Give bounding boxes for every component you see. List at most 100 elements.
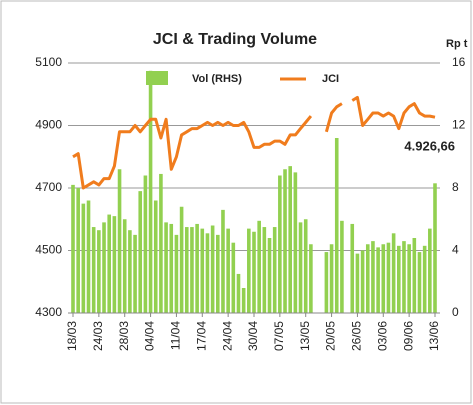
volume-bar xyxy=(107,214,111,313)
volume-bar xyxy=(216,234,220,313)
volume-bar xyxy=(278,175,282,313)
y2-tick-label: 0 xyxy=(452,305,459,319)
volume-bar xyxy=(195,223,199,313)
volume-bar xyxy=(334,138,339,313)
annotation: 4.926,66 xyxy=(404,138,455,153)
volume-bar xyxy=(184,227,189,313)
volume-bar xyxy=(91,227,96,313)
x-tick-label: 03/06 xyxy=(375,321,389,351)
volume-bar xyxy=(159,173,163,313)
volume-bar xyxy=(257,220,261,313)
volume-bar xyxy=(97,230,101,313)
volume-bar xyxy=(153,200,158,313)
volume-bar xyxy=(433,183,437,313)
y-tick-label: 4900 xyxy=(35,118,62,132)
jci-line xyxy=(72,95,436,190)
volume-bar xyxy=(102,222,106,313)
volume-bar xyxy=(179,206,184,313)
x-tick-label: 13/06 xyxy=(427,321,441,351)
x-tick-label: 17/04 xyxy=(194,321,208,351)
volume-bar xyxy=(397,245,401,313)
y-tick-label: 5100 xyxy=(35,55,62,69)
volume-bar xyxy=(412,238,417,313)
volume-bar xyxy=(350,223,355,313)
y-tick-label: 4500 xyxy=(35,243,62,257)
chart-title: JCI & Trading Volume xyxy=(153,31,317,48)
volume-bar xyxy=(81,203,86,313)
volume-bar xyxy=(76,188,80,313)
volume-bar xyxy=(355,253,360,313)
x-tick-label: 07/05 xyxy=(272,321,286,351)
volume-bar xyxy=(262,227,267,313)
volume-bar xyxy=(247,228,251,313)
volume-bar xyxy=(143,175,148,313)
volume-bar xyxy=(241,288,246,313)
y2-tick-label: 16 xyxy=(452,55,466,69)
legend-label: JCI xyxy=(322,73,339,85)
volume-bar xyxy=(200,228,205,313)
volume-bar xyxy=(340,220,344,313)
volume-bar xyxy=(210,225,215,313)
volume-bar xyxy=(236,273,241,313)
volume-bar xyxy=(309,244,313,313)
volume-bar xyxy=(267,238,272,313)
x-tick-label: 30/04 xyxy=(246,321,260,351)
volume-bar xyxy=(422,245,427,313)
volume-bar xyxy=(86,200,91,313)
legend-label: Vol (RHS) xyxy=(192,73,242,85)
volume-bar xyxy=(402,241,406,313)
x-tick-label: 20/05 xyxy=(324,321,338,351)
volume-bar xyxy=(164,222,168,313)
x-tick-label: 28/03 xyxy=(117,321,131,351)
x-tick-label: 11/04 xyxy=(169,321,183,350)
y2-tick-label: 8 xyxy=(452,180,459,194)
volume-bar xyxy=(71,184,75,313)
volume-bar xyxy=(133,234,137,313)
volume-bar xyxy=(376,247,380,313)
x-tick-label: 13/05 xyxy=(298,321,312,351)
volume-bar xyxy=(381,244,386,313)
volume-bar xyxy=(386,242,391,313)
volume-bar xyxy=(428,228,432,313)
volume-bar xyxy=(288,166,292,313)
volume-bar xyxy=(360,250,365,313)
volume-bar xyxy=(298,222,303,313)
y-tick-label: 4300 xyxy=(35,305,62,319)
x-tick-label: 04/04 xyxy=(143,321,157,351)
volume-bar xyxy=(283,169,287,313)
volume-bar xyxy=(417,252,422,313)
volume-bar xyxy=(128,230,132,313)
volume-bar xyxy=(226,228,230,313)
volume-bar xyxy=(272,227,277,313)
volume-bar xyxy=(365,244,370,313)
volume-bar xyxy=(407,244,411,313)
volume-bar xyxy=(231,242,236,313)
volume-bar xyxy=(371,241,375,313)
volume-bar xyxy=(252,231,256,313)
volume-bar xyxy=(303,219,308,313)
volume-bar xyxy=(112,216,117,313)
volume-bar xyxy=(117,169,122,313)
volume-bar xyxy=(174,234,179,313)
x-tick-label: 26/05 xyxy=(350,321,364,351)
y-tick-label: 4700 xyxy=(35,180,62,194)
volume-bar xyxy=(205,233,210,313)
volume-bar xyxy=(138,191,143,313)
legend-swatch xyxy=(146,71,168,85)
x-tick-label: 24/03 xyxy=(91,321,105,351)
x-tick-label: 18/03 xyxy=(65,321,79,351)
volume-bar xyxy=(148,70,153,313)
volume-bar xyxy=(190,227,194,313)
x-tick-label: 09/06 xyxy=(401,321,415,351)
volume-bar xyxy=(329,244,334,313)
volume-bar xyxy=(122,219,127,313)
volume-bar xyxy=(169,223,174,313)
volume-bar xyxy=(293,172,298,313)
y2-tick-label: 12 xyxy=(452,118,466,132)
y2-axis-label: Rp t xyxy=(446,38,468,50)
volume-bar xyxy=(391,233,396,313)
y2-tick-label: 4 xyxy=(452,243,459,257)
